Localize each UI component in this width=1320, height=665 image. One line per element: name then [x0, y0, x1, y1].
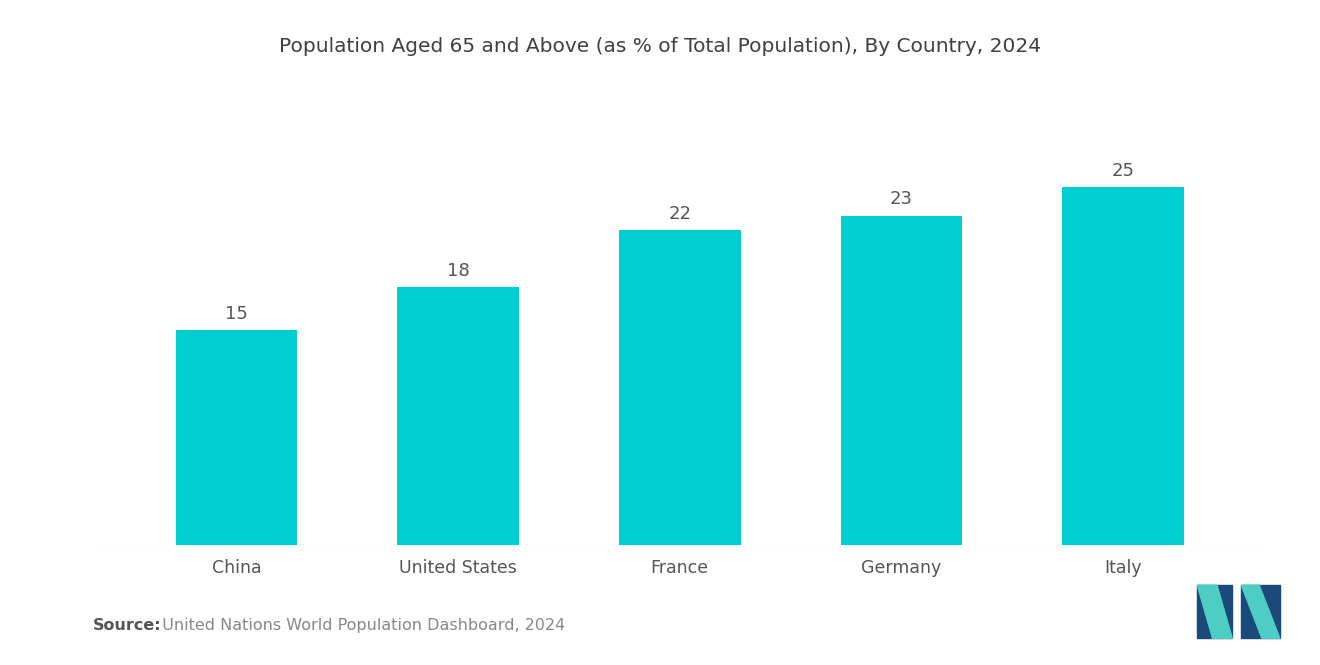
Text: 15: 15: [224, 305, 248, 323]
Bar: [176, 331, 297, 545]
Polygon shape: [1241, 585, 1280, 638]
Bar: [619, 230, 741, 545]
Text: 25: 25: [1111, 162, 1135, 180]
Text: 22: 22: [668, 205, 692, 223]
Text: 18: 18: [446, 262, 470, 280]
Text: 23: 23: [890, 190, 913, 208]
Bar: [1063, 187, 1184, 545]
Text: Source:: Source:: [92, 618, 161, 632]
Text: Population Aged 65 and Above (as % of Total Population), By Country, 2024: Population Aged 65 and Above (as % of To…: [279, 37, 1041, 56]
Text: United Nations World Population Dashboard, 2024: United Nations World Population Dashboar…: [152, 618, 565, 632]
Polygon shape: [1197, 585, 1233, 638]
Polygon shape: [1197, 585, 1233, 638]
Polygon shape: [1241, 585, 1280, 638]
Bar: [841, 215, 962, 545]
Bar: [397, 287, 519, 545]
